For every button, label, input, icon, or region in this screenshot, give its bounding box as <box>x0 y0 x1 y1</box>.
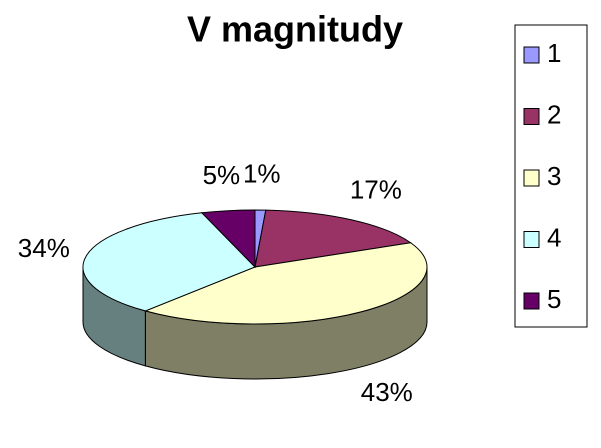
legend-label: 5 <box>547 284 561 314</box>
legend-swatch <box>523 108 540 125</box>
slice <box>143 242 428 325</box>
legend-swatch <box>523 46 540 64</box>
legend-swatch <box>523 231 540 248</box>
legend-label: 3 <box>547 161 561 191</box>
legend-label: 1 <box>547 38 561 68</box>
data-label: 34% <box>18 233 70 263</box>
data-label: 5% <box>203 160 241 190</box>
legend-label: 4 <box>547 222 561 252</box>
slice <box>82 212 256 312</box>
legend-label: 2 <box>547 99 561 129</box>
slice <box>200 209 256 269</box>
chart-title: V magnitudy <box>187 9 403 50</box>
legend-swatch <box>523 292 540 310</box>
data-label: 1% <box>243 159 281 189</box>
data-label: 17% <box>350 174 402 204</box>
slice <box>254 209 412 268</box>
data-label: 43% <box>361 377 413 407</box>
legend-swatch <box>523 169 540 187</box>
